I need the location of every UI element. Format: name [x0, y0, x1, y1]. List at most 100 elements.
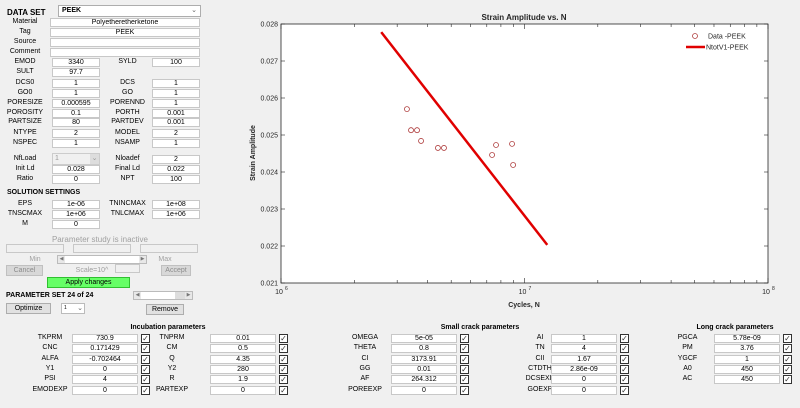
emod-field[interactable]: 3340 [52, 58, 100, 67]
checkbox-checked-icon[interactable]: ✓ [620, 364, 629, 374]
param-field[interactable]: 3173.91 [391, 354, 457, 364]
dcs-field[interactable]: 1 [152, 79, 200, 88]
param-field[interactable]: 0.5 [210, 344, 276, 354]
param-field[interactable]: 4 [551, 344, 617, 354]
param-field[interactable]: 280 [210, 364, 276, 374]
source-field[interactable] [50, 38, 200, 47]
param-field[interactable]: 0 [391, 385, 457, 395]
nloadef-field[interactable]: 2 [152, 155, 200, 164]
param-value-field[interactable] [73, 244, 131, 253]
material-field[interactable]: Polyetheretherketone [50, 18, 200, 27]
go-field[interactable]: 1 [152, 89, 200, 98]
porosity-field[interactable]: 0.1 [52, 109, 100, 118]
checkbox-checked-icon[interactable]: ✓ [783, 375, 792, 385]
checkbox-checked-icon[interactable]: ✓ [620, 344, 629, 354]
slider-thumb[interactable] [175, 292, 185, 299]
nsamp-field[interactable]: 1 [152, 139, 200, 148]
checkbox-checked-icon[interactable]: ✓ [279, 344, 288, 354]
npt-field[interactable]: 100 [152, 175, 200, 184]
checkbox-checked-icon[interactable]: ✓ [783, 354, 792, 364]
param-field[interactable]: 5.78e-09 [714, 334, 780, 343]
checkbox-checked-icon[interactable]: ✓ [279, 364, 288, 374]
ratio-field[interactable]: 0 [52, 175, 100, 184]
param-field[interactable]: 4 [72, 375, 138, 385]
optimize-dropdown[interactable]: 1 ⌄ [61, 303, 85, 314]
cancel-button[interactable]: Cancel [6, 265, 43, 276]
param-field[interactable]: 3.76 [714, 344, 780, 354]
checkbox-checked-icon[interactable]: ✓ [620, 375, 629, 385]
checkbox-checked-icon[interactable]: ✓ [141, 354, 150, 364]
optimize-button[interactable]: Optimize [6, 303, 51, 314]
param-field[interactable]: 2.86e-09 [551, 364, 617, 374]
param-field[interactable]: 0 [551, 375, 617, 385]
eps-field[interactable]: 1e-06 [52, 200, 100, 209]
param-field[interactable]: 0 [72, 364, 138, 374]
ntype-field[interactable]: 2 [52, 129, 100, 138]
checkbox-checked-icon[interactable]: ✓ [141, 385, 150, 395]
param-field[interactable]: 1 [551, 334, 617, 343]
checkbox-checked-icon[interactable]: ✓ [783, 344, 792, 354]
param-field[interactable]: 0.8 [391, 344, 457, 354]
arrow-right-icon[interactable]: ▶ [185, 292, 192, 299]
checkbox-checked-icon[interactable]: ✓ [279, 375, 288, 385]
checkbox-checked-icon[interactable]: ✓ [141, 334, 150, 343]
checkbox-checked-icon[interactable]: ✓ [460, 344, 469, 354]
param-field[interactable]: 1 [714, 354, 780, 364]
tnincmax-field[interactable]: 1e+08 [152, 200, 200, 209]
param-field[interactable]: 0.171429 [72, 344, 138, 354]
param-field[interactable]: 4.35 [210, 354, 276, 364]
nfload-dropdown[interactable]: 1 ⌄ [52, 153, 100, 165]
tnlcmax-field[interactable]: 1e+06 [152, 210, 200, 219]
arrow-left-icon[interactable]: ◀ [58, 256, 65, 263]
checkbox-checked-icon[interactable]: ✓ [783, 364, 792, 374]
checkbox-checked-icon[interactable]: ✓ [279, 354, 288, 364]
checkbox-checked-icon[interactable]: ✓ [620, 354, 629, 364]
param-field[interactable]: 1.67 [551, 354, 617, 364]
accept-button[interactable]: Accept [161, 265, 191, 276]
param-min-field[interactable] [6, 244, 64, 253]
porth-field[interactable]: 0.001 [152, 109, 200, 118]
param-max-field[interactable] [140, 244, 198, 253]
nspec-field[interactable]: 1 [52, 139, 100, 148]
param-field[interactable]: 0 [210, 385, 276, 395]
sult-field[interactable]: 97.7 [52, 68, 100, 77]
checkbox-checked-icon[interactable]: ✓ [279, 334, 288, 343]
scale-field[interactable] [115, 264, 140, 273]
checkbox-checked-icon[interactable]: ✓ [620, 334, 629, 343]
go0-field[interactable]: 1 [52, 89, 100, 98]
checkbox-checked-icon[interactable]: ✓ [279, 385, 288, 395]
param-field[interactable]: 730.9 [72, 334, 138, 343]
m-field[interactable]: 0 [52, 220, 100, 229]
tnscmax-field[interactable]: 1e+06 [52, 210, 100, 219]
arrow-right-icon[interactable]: ▶ [139, 256, 146, 263]
tag-field[interactable]: PEEK [50, 28, 200, 37]
param-field[interactable]: 1.9 [210, 375, 276, 385]
param-field[interactable]: 5e-05 [391, 334, 457, 343]
initld-field[interactable]: 0.028 [52, 165, 100, 174]
checkbox-checked-icon[interactable]: ✓ [460, 334, 469, 343]
dataset-dropdown[interactable]: PEEK ⌄ [58, 5, 201, 17]
partdev-field[interactable]: 0.001 [152, 118, 200, 127]
remove-button[interactable]: Remove [146, 304, 184, 315]
param-field[interactable]: 0 [72, 385, 138, 395]
param-field[interactable]: 0.01 [210, 334, 276, 343]
arrow-left-icon[interactable]: ◀ [134, 292, 141, 299]
param-field[interactable]: 0.01 [391, 364, 457, 374]
partsize-field[interactable]: 80 [52, 118, 100, 127]
checkbox-checked-icon[interactable]: ✓ [141, 364, 150, 374]
syld-field[interactable]: 100 [152, 58, 200, 67]
porennd-field[interactable]: 1 [152, 99, 200, 108]
checkbox-checked-icon[interactable]: ✓ [141, 344, 150, 354]
param-field[interactable]: -0.702464 [72, 354, 138, 364]
param-field[interactable]: 450 [714, 364, 780, 374]
model-field[interactable]: 2 [152, 129, 200, 138]
checkbox-checked-icon[interactable]: ✓ [783, 334, 792, 343]
checkbox-checked-icon[interactable]: ✓ [460, 375, 469, 385]
poresize-field[interactable]: 0.000595 [52, 99, 100, 108]
checkbox-checked-icon[interactable]: ✓ [460, 364, 469, 374]
checkbox-checked-icon[interactable]: ✓ [141, 375, 150, 385]
checkbox-checked-icon[interactable]: ✓ [620, 385, 629, 395]
checkbox-checked-icon[interactable]: ✓ [460, 385, 469, 395]
parameter-set-slider[interactable]: ◀ ▶ [133, 291, 193, 300]
checkbox-checked-icon[interactable]: ✓ [460, 354, 469, 364]
